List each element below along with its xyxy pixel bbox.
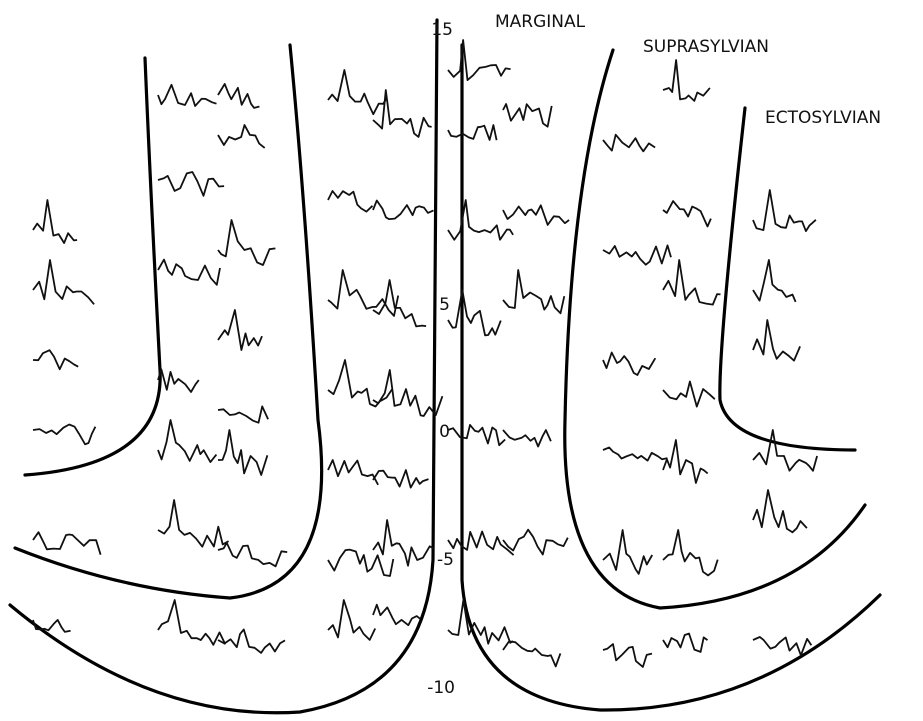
waveform	[328, 460, 378, 485]
waveform	[448, 425, 505, 445]
waveform	[753, 260, 796, 302]
waveform	[158, 600, 225, 645]
right-suprasylvian-sulcus	[565, 50, 865, 608]
waveform	[448, 200, 513, 240]
waveform	[218, 84, 259, 108]
waveform	[753, 637, 811, 655]
waveform	[373, 90, 432, 137]
waveform	[753, 490, 807, 532]
waveform	[218, 310, 262, 350]
waveform	[503, 205, 569, 225]
waveform	[448, 290, 501, 335]
waveform	[753, 190, 816, 231]
waveform	[218, 220, 275, 265]
suprasylvian-label: SUPRASYLVIAN	[643, 37, 769, 57]
waveform	[373, 605, 420, 626]
waveform	[158, 420, 216, 462]
waveform	[33, 260, 94, 304]
waveform	[753, 430, 817, 471]
waveform	[373, 370, 442, 416]
left-suprasylvian-sulcus	[15, 45, 322, 598]
waveform	[33, 532, 101, 555]
waveform	[158, 85, 217, 106]
waveform	[218, 543, 287, 567]
waveform	[218, 125, 265, 148]
waveform	[663, 60, 710, 101]
waveform	[663, 634, 708, 652]
waveform	[503, 530, 568, 555]
waveform	[373, 520, 434, 566]
waveform	[603, 135, 655, 152]
waveform	[448, 125, 497, 140]
scale-label: 0	[439, 422, 450, 442]
scale-label: 5	[439, 295, 450, 315]
waveform	[158, 369, 199, 392]
waveform	[328, 600, 375, 640]
scale-label: 15	[431, 20, 453, 40]
waveform	[33, 425, 95, 445]
waveform	[663, 382, 715, 407]
waveform	[603, 530, 652, 574]
scale-label: -5	[437, 550, 454, 570]
evoked-potential-map: MARGINAL SUPRASYLVIAN ECTOSYLVIAN 15 5 0…	[0, 0, 923, 721]
waveform	[503, 430, 551, 447]
waveform	[373, 201, 434, 220]
waveform	[373, 470, 429, 488]
waveform	[328, 191, 373, 212]
waveform	[603, 448, 668, 461]
waveform	[603, 353, 655, 376]
scale-label: -10	[427, 678, 455, 698]
waveform	[158, 260, 220, 285]
waveform	[218, 630, 285, 653]
waveform	[503, 641, 560, 666]
left-lateral-sulcus	[25, 58, 160, 475]
waveform	[448, 532, 514, 556]
waveform	[753, 320, 800, 361]
waveform	[663, 260, 721, 305]
waveform	[33, 350, 78, 369]
waveform	[448, 40, 511, 80]
left-midline	[10, 20, 437, 713]
waveform	[328, 70, 387, 114]
waveforms	[33, 40, 817, 667]
waveform	[218, 430, 267, 475]
waveform	[373, 280, 426, 326]
waveform	[603, 644, 652, 667]
waveform	[663, 440, 708, 483]
waveform	[603, 245, 671, 264]
waveform	[663, 201, 711, 226]
ectosylvian-sulcus	[720, 108, 855, 450]
marginal-label: MARGINAL	[495, 12, 586, 32]
waveform	[158, 500, 229, 547]
ectosylvian-label: ECTOSYLVIAN	[765, 108, 881, 128]
waveform	[33, 200, 77, 243]
waveform	[503, 270, 564, 313]
right-midline	[462, 45, 880, 710]
waveform	[328, 360, 392, 407]
waveform	[218, 406, 268, 422]
waveform	[663, 530, 718, 575]
waveform	[448, 600, 513, 644]
waveform	[158, 172, 224, 196]
waveform	[503, 104, 552, 127]
